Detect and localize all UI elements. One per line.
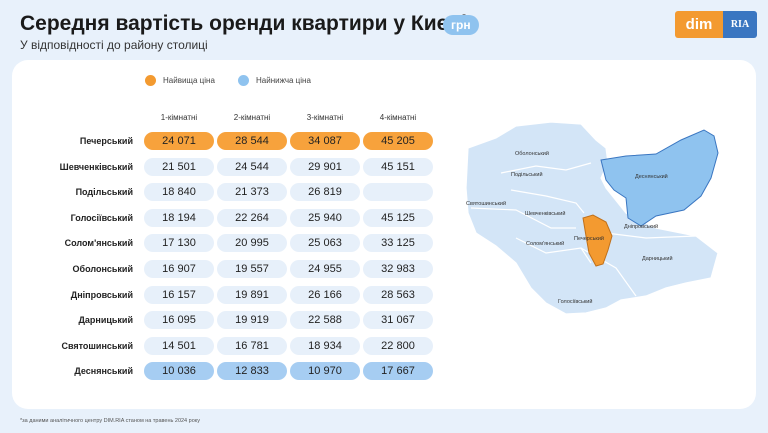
table-cell: 10 970	[290, 362, 360, 380]
map-label-shevchenkivskyi: Шевченківський	[525, 210, 565, 217]
map-label-solomianskyi: Солом'янський	[526, 240, 564, 247]
table-cell: 18 934	[290, 337, 360, 355]
table-cell: 19 557	[217, 260, 287, 278]
table-cell: 45 125	[363, 209, 433, 227]
map-label-desnianskyi: Деснянський	[635, 173, 668, 180]
legend-high: Найвища ціна	[145, 75, 215, 86]
table-cell: 32 983	[363, 260, 433, 278]
table-cell: 19 919	[217, 311, 287, 329]
map-label-sviatoshynskyi: Святошинський	[466, 200, 506, 207]
row-label: Дніпровський	[70, 290, 133, 300]
row-label: Печерський	[79, 136, 133, 146]
table-cell: 22 800	[363, 337, 433, 355]
table-cell: 16 907	[144, 260, 214, 278]
currency-badge: грн	[443, 15, 479, 35]
table-cell: 17 130	[144, 234, 214, 252]
table-cell: 33 125	[363, 234, 433, 252]
row-label: Подільський	[75, 187, 133, 197]
row-label: Голосіївський	[70, 213, 133, 223]
table-cell: 34 087	[290, 132, 360, 150]
table-cell: 18 840	[144, 183, 214, 201]
table-cell: 21 501	[144, 158, 214, 176]
kyiv-district-map: Оболонський Подільський Святошинський Ше…	[465, 121, 719, 315]
footnote: *за даними аналітичного центру DIM.RIA с…	[20, 418, 200, 424]
table-cell: 24 544	[217, 158, 287, 176]
table-cell: 45 151	[363, 158, 433, 176]
table-cell: 10 036	[144, 362, 214, 380]
map-label-pecherskyi: Печерський	[574, 235, 604, 242]
row-label: Оболонський	[72, 264, 133, 274]
table-cell: 25 940	[290, 209, 360, 227]
table-cell: 45 205	[363, 132, 433, 150]
map-label-podilskyi: Подільський	[511, 171, 543, 178]
table-cell: 28 544	[217, 132, 287, 150]
table-cell: 24 955	[290, 260, 360, 278]
table-cell: 16 095	[144, 311, 214, 329]
page-title: Середня вартість оренди квартири у Києві	[20, 12, 467, 35]
row-label: Шевченківський	[59, 162, 133, 172]
row-label: Святошинський	[61, 341, 133, 351]
map-label-darnytskyi: Дарницький	[642, 255, 673, 262]
logo-ria: RIA	[723, 11, 757, 38]
table-cell: 12 833	[217, 362, 287, 380]
legend-high-label: Найвища ціна	[163, 76, 215, 85]
table-cell	[363, 183, 433, 201]
table-cell: 26 166	[290, 286, 360, 304]
table-cell: 26 819	[290, 183, 360, 201]
table-cell: 14 501	[144, 337, 214, 355]
table-cell: 22 264	[217, 209, 287, 227]
table-cell: 19 891	[217, 286, 287, 304]
legend-low: Найнижча ціна	[238, 75, 311, 86]
table-cell: 28 563	[363, 286, 433, 304]
table-cell: 24 071	[144, 132, 214, 150]
column-header: 4-кімнатні	[379, 113, 417, 122]
page-subtitle: У відповідності до району столиці	[20, 38, 208, 52]
row-label: Дарницький	[78, 315, 133, 325]
legend-low-label: Найнижча ціна	[256, 76, 311, 85]
map-district-pecherskyi	[582, 214, 613, 267]
table-cell: 16 781	[217, 337, 287, 355]
table-cell: 31 067	[363, 311, 433, 329]
row-label: Деснянський	[74, 366, 133, 376]
table-cell: 20 995	[217, 234, 287, 252]
row-label: Солом'янський	[64, 238, 133, 248]
legend-high-dot	[145, 75, 156, 86]
table-cell: 22 588	[290, 311, 360, 329]
column-header: 3-кімнатні	[306, 113, 344, 122]
map-label-obolonskyi: Оболонський	[515, 150, 549, 157]
table-cell: 25 063	[290, 234, 360, 252]
map-label-holosiivskyi: Голосіївський	[558, 298, 592, 305]
table-cell: 21 373	[217, 183, 287, 201]
table-cell: 16 157	[144, 286, 214, 304]
legend-low-dot	[238, 75, 249, 86]
table-cell: 29 901	[290, 158, 360, 176]
logo-dim: dim	[675, 11, 723, 38]
column-header: 2-кімнатні	[233, 113, 271, 122]
column-header: 1-кімнатні	[160, 113, 198, 122]
table-cell: 17 667	[363, 362, 433, 380]
map-district-desnianskyi	[600, 129, 719, 227]
dim-ria-logo: dim RIA	[675, 11, 757, 38]
map-label-dniprovskyi: Дніпровський	[624, 223, 658, 230]
table-cell: 18 194	[144, 209, 214, 227]
